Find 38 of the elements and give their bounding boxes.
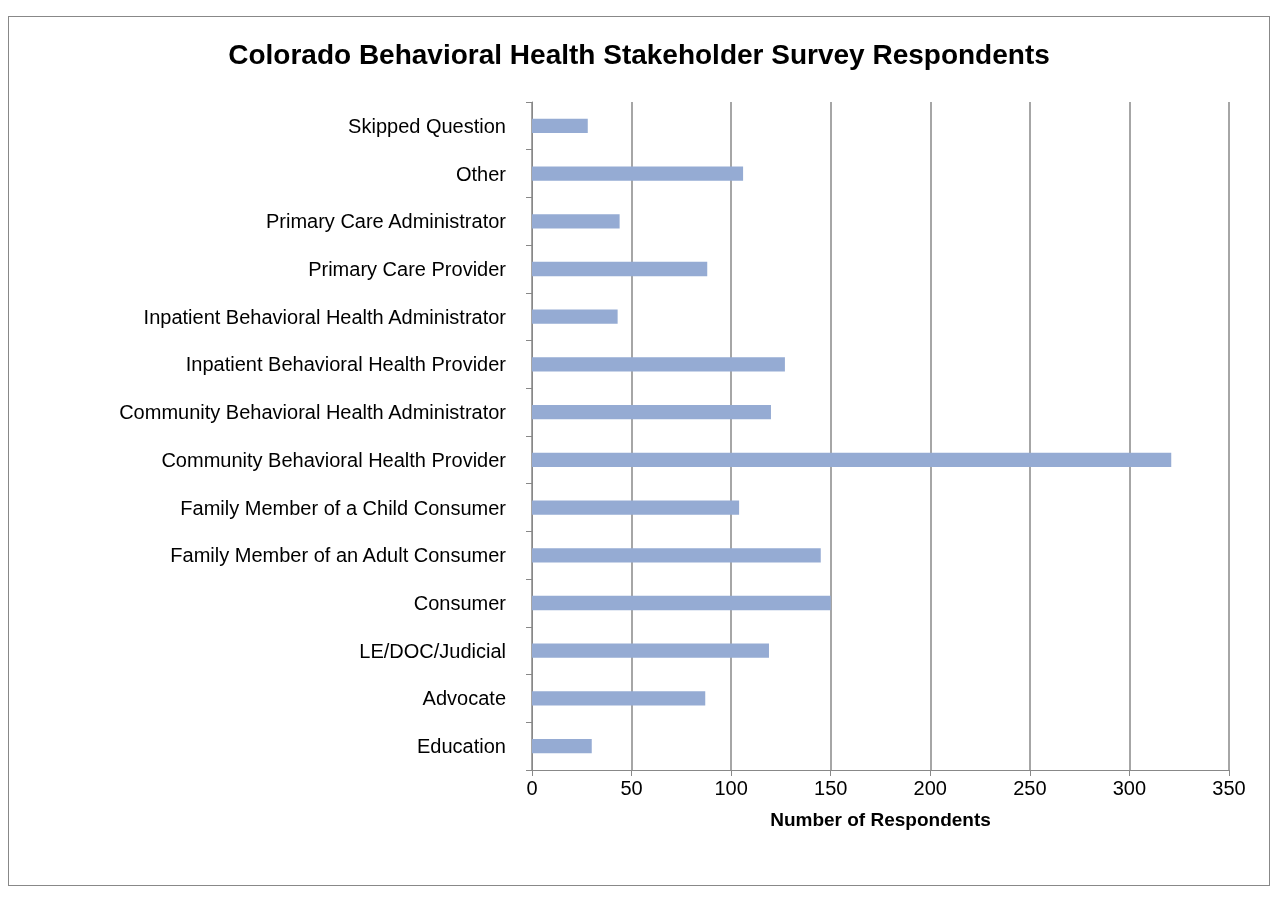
- y-tick-label: LE/DOC/Judicial: [359, 639, 506, 662]
- x-tick-label: 300: [1112, 777, 1147, 799]
- bar: [532, 595, 831, 611]
- bar: [532, 404, 771, 420]
- x-tick-label: 150: [814, 777, 848, 799]
- y-tick-label: Primary Care Administrator: [265, 210, 507, 233]
- bar: [532, 357, 785, 372]
- y-tick-label: Inpatient Behavioral Health Administrator: [143, 305, 507, 328]
- x-tick-label: 250: [1013, 777, 1047, 799]
- y-tick-label: Primary Care Provider: [308, 258, 507, 280]
- y-tick-label: Family Member of a Child Consumer: [180, 496, 507, 519]
- bar: [532, 309, 618, 324]
- bar: [532, 738, 592, 754]
- x-tick-label: 100: [714, 777, 748, 799]
- y-tick-label: Other: [455, 162, 507, 185]
- x-tick-label: 350: [1212, 777, 1246, 799]
- bar: [532, 214, 620, 229]
- x-tick-label: 0: [526, 777, 538, 799]
- y-tick-label: Education: [417, 735, 506, 758]
- bar: [532, 261, 708, 277]
- chart-title: Colorado Behavioral Health Stakeholder Survey Respondents: [228, 38, 1050, 70]
- y-tick-label: Community Behavioral Health Provider: [161, 448, 507, 471]
- bar: [532, 500, 740, 515]
- y-tick-label: Community Behavioral Health Administrator: [119, 401, 507, 424]
- bar: [532, 691, 706, 706]
- y-tick-label: Family Member of an Adult Consumer: [170, 544, 507, 567]
- x-axis-title: Number of Respondents: [770, 809, 991, 830]
- x-tick-label: 50: [620, 777, 643, 799]
- y-tick-label: Skipped Question: [348, 114, 506, 137]
- bar: [532, 166, 744, 181]
- y-tick-label: Advocate: [422, 687, 506, 710]
- bar: [532, 118, 588, 134]
- bar: [532, 452, 1172, 468]
- y-tick-label: Consumer: [413, 592, 507, 614]
- bar: [532, 548, 821, 563]
- y-tick-label: Inpatient Behavioral Health Provider: [185, 353, 507, 376]
- bar: [532, 643, 769, 658]
- x-tick-label: 200: [913, 777, 947, 799]
